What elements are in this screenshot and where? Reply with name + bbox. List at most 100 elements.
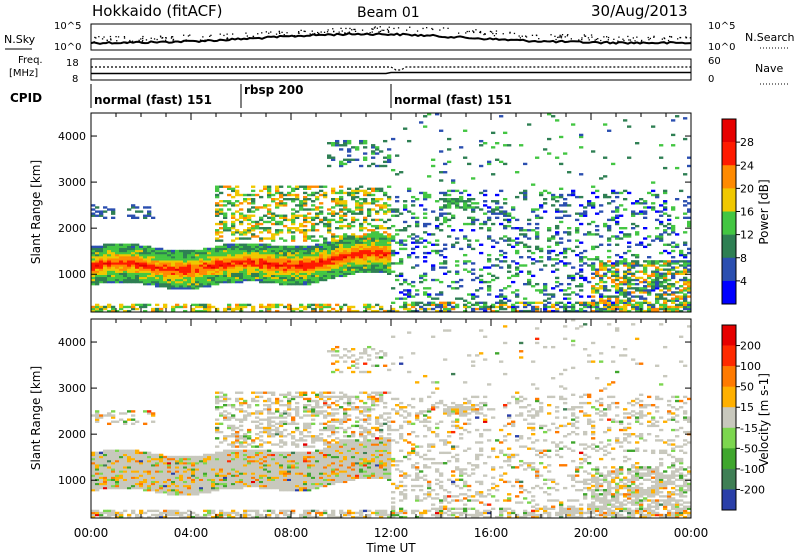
velocity-cell [139,453,144,457]
power-cell [591,262,596,265]
nsearch-dot [142,35,144,38]
power-cell [651,260,656,263]
power-cell [527,303,532,307]
power-cell [295,216,300,220]
power-cell [327,208,332,211]
velocity-cell [143,451,148,455]
power-cell [635,202,640,205]
power-cell [635,305,640,309]
power-cell [663,212,668,215]
power-cell [247,202,252,205]
velocity-cell [219,391,224,394]
velocity-cell [215,437,220,440]
power-cell [223,222,228,226]
power-cell [195,285,200,288]
power-cell [655,266,660,269]
velocity-cell [143,478,148,481]
velocity-cell [99,457,104,461]
velocity-cell [227,513,232,517]
velocity-cell [195,474,200,477]
power-cell [631,287,636,290]
power-cell [567,274,572,278]
power-cell [251,264,256,267]
power-cell [191,274,196,278]
velocity-cell [99,470,104,473]
velocity-cell [231,428,236,432]
power-cell [363,241,368,244]
power-cell [267,307,272,311]
power-cell [383,264,388,267]
velocity-cell [215,430,220,434]
power-cell [339,305,344,309]
power-cell [327,212,332,215]
power-heatmap-cells [91,113,692,313]
power-cell [115,270,120,273]
power-cell [235,249,240,253]
nsearch-dot [519,37,521,39]
velocity-cell [119,466,124,469]
power-cell [103,258,108,261]
velocity-cell [131,418,136,421]
power-cell [367,247,372,251]
power-cell [351,260,356,263]
power-cell [123,272,128,275]
velocity-cell [135,515,140,519]
power-cell [683,268,688,271]
power-cell [287,278,292,282]
nsearch-dot [252,35,255,38]
power-cell [163,282,168,286]
power-cell [651,287,656,290]
power-cell [299,206,304,209]
power-cell [163,258,168,261]
power-cell [587,231,592,234]
power-cell [147,262,152,265]
power-cell [595,233,600,236]
power-cell [575,212,580,215]
velocity-cell [171,474,176,477]
power-cell [103,249,108,253]
power-cell [91,270,96,273]
power-cell [291,239,296,242]
velocity-cell [139,476,144,479]
power-cell [587,305,592,309]
power-cell [227,251,232,255]
power-cell [571,266,576,269]
power-cell [551,204,556,207]
nsearch-dot [354,30,357,32]
velocity-cell [123,468,128,471]
nsearch-dot [210,34,212,36]
power-cell [667,218,672,222]
velocity-cell [123,455,128,459]
power-cell [523,303,528,307]
power-cell [259,222,264,226]
velocity-cell [103,453,108,457]
power-cell [431,278,436,282]
power-cell [347,235,352,238]
power-cell [407,189,412,193]
power-cell [323,266,328,269]
power-cell [539,260,544,263]
power-cell [211,270,216,273]
power-cell [339,202,344,205]
power-cell [339,264,344,267]
velocity-cell [223,449,228,452]
velocity-cell [115,459,120,463]
nsearch-dot [153,38,156,40]
power-cell [687,251,692,255]
velocity-cell [187,462,192,465]
power-cell [287,280,292,284]
power-cell [475,202,480,205]
power-cell [603,266,608,269]
velocity-cell [115,453,120,457]
power-cell [683,293,688,296]
velocity-cell [215,478,220,481]
power-cell [667,233,672,236]
velocity-cell [231,406,236,409]
power-cell [263,268,268,271]
velocity-cell [231,468,236,471]
power-cell [491,278,496,282]
power-cell [247,272,252,275]
velocity-cell [215,476,220,479]
power-cell [563,305,568,309]
power-cell [231,274,236,278]
